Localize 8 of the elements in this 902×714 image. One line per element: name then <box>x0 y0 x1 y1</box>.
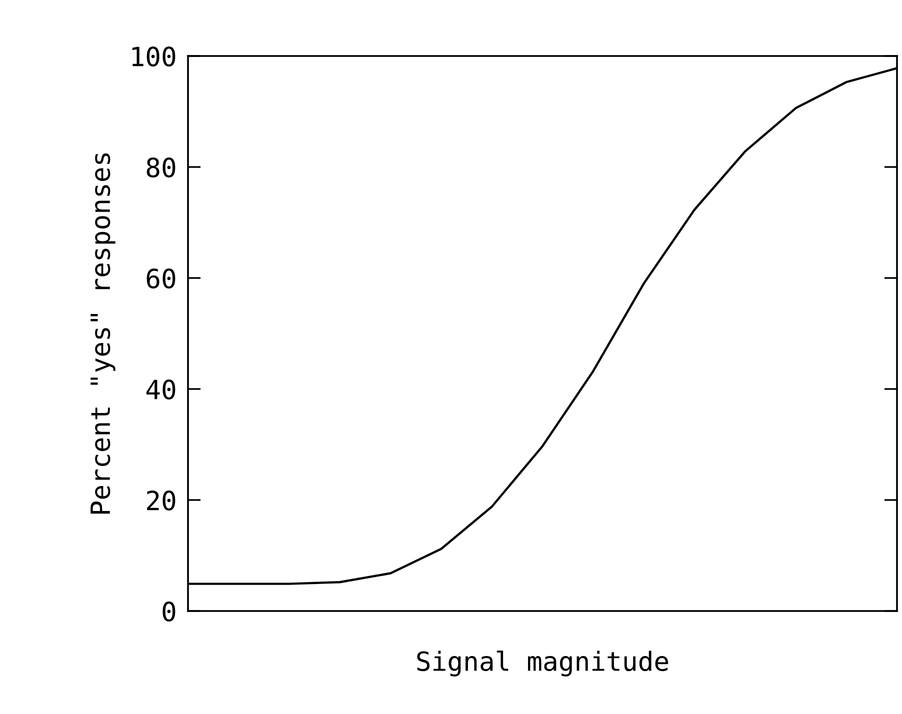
y-tick-label: 60 <box>146 268 176 288</box>
y-tick-label: 20 <box>147 490 176 510</box>
y-tick-label: 0 <box>162 602 176 622</box>
y-tick-label: 100 <box>132 46 176 66</box>
y-tick-label: 80 <box>146 158 176 178</box>
x-axis-title: Signal magnitude <box>417 650 668 676</box>
y-axis-title: Percent "yes" responses <box>90 153 116 514</box>
y-tick-label: 40 <box>146 380 176 400</box>
